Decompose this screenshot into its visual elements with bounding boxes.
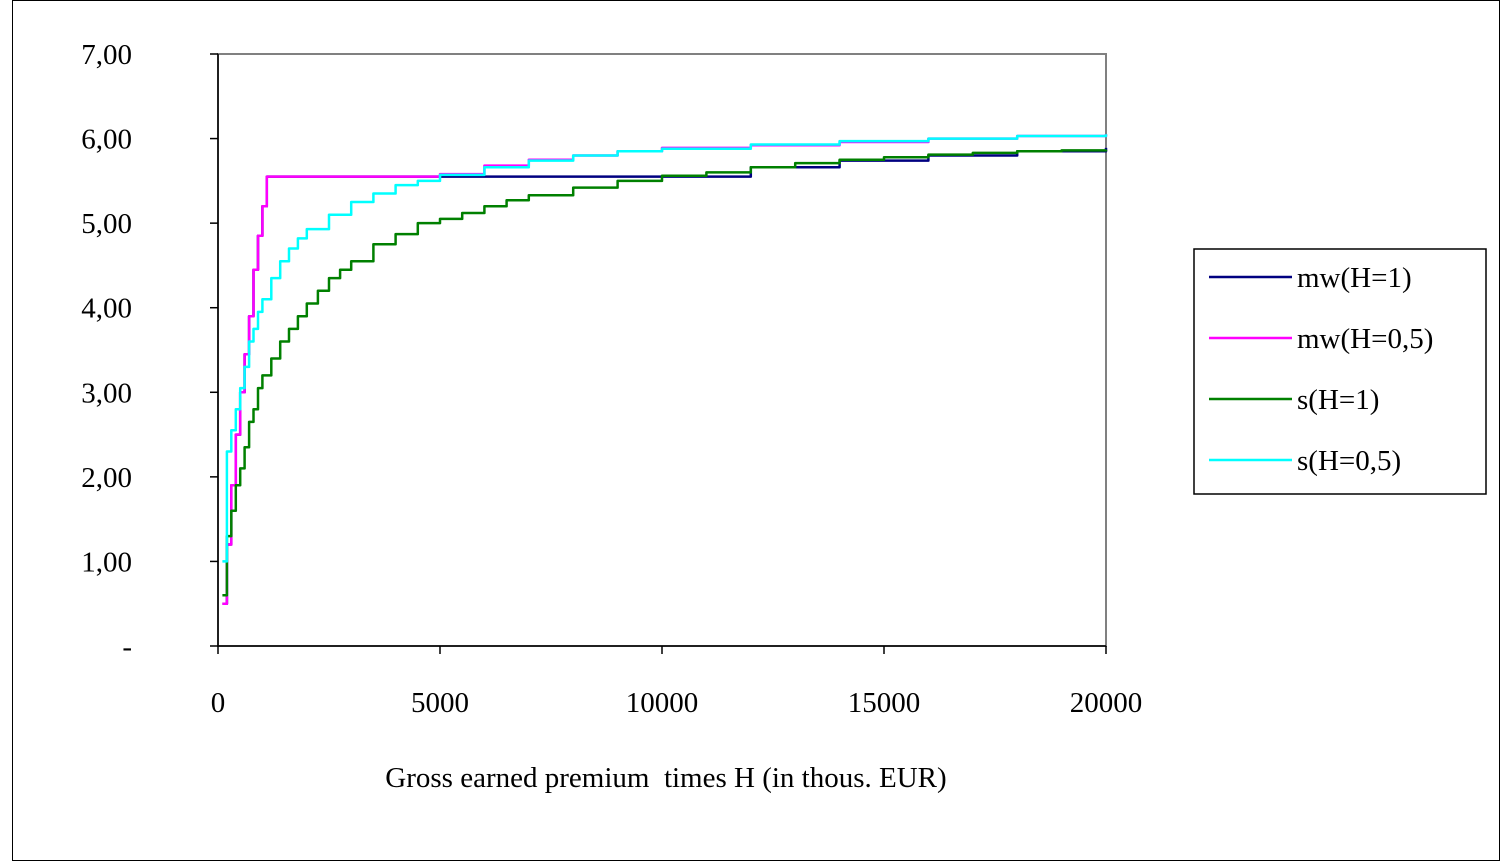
y-tick-label: 4,00 [81, 293, 132, 325]
y-tick-label: 7,00 [81, 39, 132, 71]
legend-label: s(H=0,5) [1297, 445, 1401, 477]
chart-frame [12, 0, 1500, 861]
plot-area [217, 53, 1107, 647]
legend-label: mw(H=0,5) [1297, 323, 1433, 355]
y-tick-label: - [122, 631, 132, 663]
x-tick-label: 15000 [848, 687, 921, 719]
y-tick-label: 1,00 [81, 546, 132, 578]
x-tick-label: 5000 [411, 687, 469, 719]
y-tick-label: 6,00 [81, 124, 132, 156]
legend: mw(H=1) mw(H=0,5) s(H=1) s(H=0,5) [1193, 248, 1487, 495]
x-tick-label: 0 [211, 687, 226, 719]
y-tick-label: 3,00 [81, 377, 132, 409]
series-line-3 [222, 134, 1108, 563]
y-tick-label: 5,00 [81, 208, 132, 240]
x-tick-label: 20000 [1070, 687, 1143, 719]
x-axis-label: Gross earned premium times H (in thous. … [385, 762, 946, 794]
x-tick-label: 10000 [626, 687, 699, 719]
axes: - 1,00 2,00 3,00 4,00 5,00 6,00 7,00 0 5000 10000 1… [81, 39, 1142, 719]
series-lines [222, 134, 1108, 605]
series-line-2 [222, 149, 1108, 597]
legend-label: mw(H=1) [1297, 262, 1412, 294]
legend-box [1193, 248, 1487, 495]
legend-label: s(H=1) [1297, 384, 1379, 416]
y-tick-label: 2,00 [81, 462, 132, 494]
